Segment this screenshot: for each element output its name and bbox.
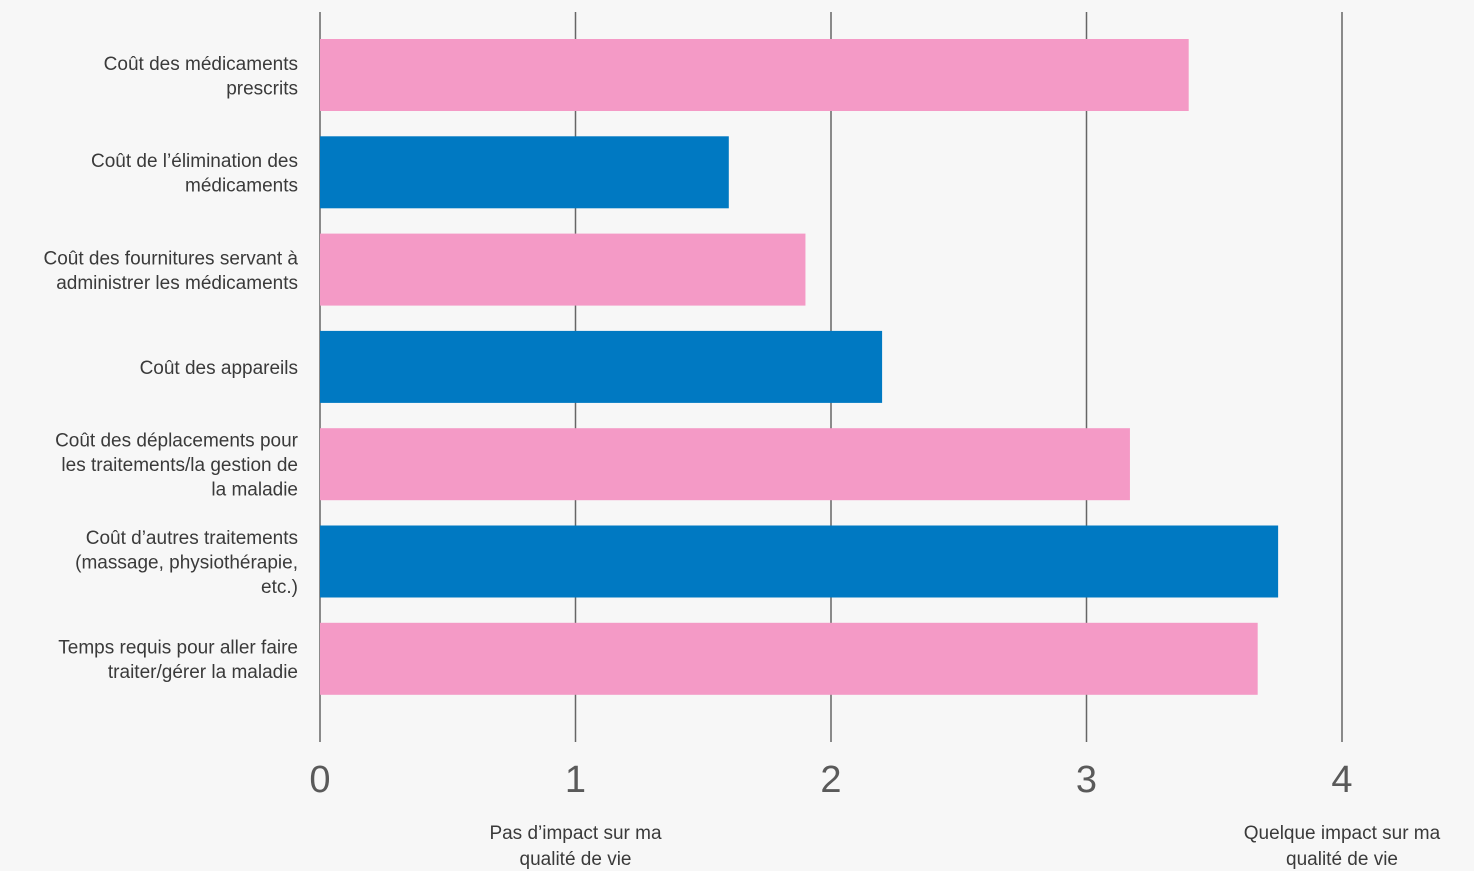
bar-4 [320, 428, 1130, 501]
x-tick-labels: 0 1 2 3 4 [309, 759, 1352, 801]
bar-3 [320, 330, 883, 403]
category-label-6: Temps requis pour aller faire traiter/gér… [58, 638, 298, 684]
bar-6 [320, 622, 1258, 695]
bars [320, 39, 1279, 695]
category-labels: Coût des médicaments prescrits Coût de l’é… [43, 54, 298, 683]
bar-0 [320, 39, 1189, 111]
bar-2 [320, 233, 806, 306]
category-label-0: Coût des médicaments prescrits [104, 54, 298, 100]
x-tick-label-0: 0 [309, 759, 330, 801]
category-label-5: Coût d’autres traitements (massage, physi… [75, 528, 298, 598]
x-tick-label-2: 2 [820, 759, 841, 801]
bar-5 [320, 525, 1279, 598]
axis-annotations: Pas d’impact sur ma qualité de vie Quelque… [489, 823, 1440, 870]
axis-annotation-0: Pas d’impact sur ma qualité de vie [489, 823, 662, 870]
x-tick-label-3: 3 [1076, 759, 1097, 801]
category-label-1: Coût de l’élimination des médicaments [91, 151, 298, 197]
axis-annotation-1: Quelque impact sur ma qualité de vie [1244, 823, 1441, 870]
x-tick-label-1: 1 [565, 759, 586, 801]
category-label-4: Coût des déplacements pour les traitement… [55, 431, 299, 501]
category-label-2: Coût des fournitures servant à administre… [43, 248, 298, 294]
x-tick-label-4: 4 [1331, 759, 1352, 801]
category-label-3: Coût des appareils [140, 358, 298, 379]
bar-1 [320, 136, 729, 209]
